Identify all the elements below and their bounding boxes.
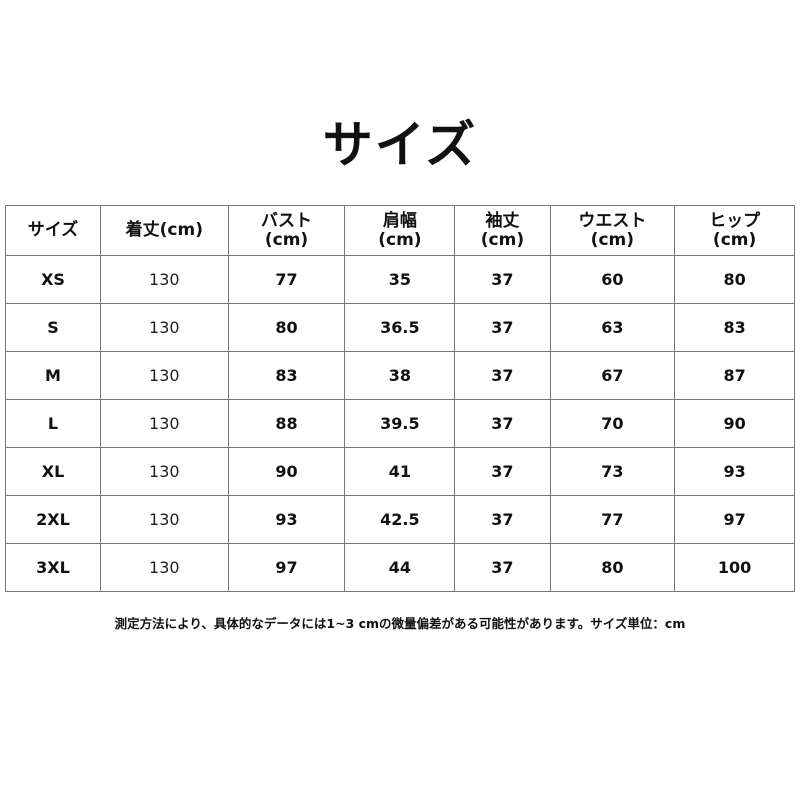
table-cell: 80 xyxy=(227,303,346,352)
table-cell: 77 xyxy=(227,255,346,304)
size-chart-table: サイズ 着丈(cm) バスト (cm) 肩幅 (cm) 袖丈 (cm) ウエスト (cm) ヒップ(… xyxy=(5,205,795,592)
column-header: ヒップ (cm) xyxy=(674,205,795,256)
table-cell: 37 xyxy=(454,255,551,304)
table-cell: 90 xyxy=(227,447,346,496)
column-header: 袖丈 (cm) xyxy=(454,205,551,256)
table-row: M 130 83 38 37 67 87 xyxy=(5,351,795,400)
table-cell: 130 xyxy=(100,255,229,304)
table-cell: 37 xyxy=(454,351,551,400)
table-cell: 37 xyxy=(454,543,551,592)
size-label: XL xyxy=(5,447,101,496)
table-row: S 130 80 36.5 37 63 83 xyxy=(5,303,795,352)
table-header-row: サイズ 着丈(cm) バスト (cm) 肩幅 (cm) 袖丈 (cm) ウエスト (cm) ヒップ(… xyxy=(5,205,795,256)
column-header: 着丈(cm) xyxy=(100,205,229,256)
table-cell: 83 xyxy=(674,303,795,352)
column-header: ウエスト (cm) xyxy=(549,205,676,256)
table-cell: 70 xyxy=(549,399,676,448)
table-cell: 37 xyxy=(454,495,551,544)
column-header: サイズ xyxy=(5,205,101,256)
table-row: 3XL 130 97 44 37 80 100 xyxy=(5,543,795,592)
table-cell: 41 xyxy=(344,447,456,496)
column-header: 肩幅 (cm) xyxy=(344,205,456,256)
size-label: 2XL xyxy=(5,495,101,544)
table-cell: 130 xyxy=(100,447,229,496)
table-cell: 93 xyxy=(227,495,346,544)
page-title: サイズ xyxy=(322,116,478,174)
table-cell: 80 xyxy=(549,543,676,592)
table-cell: 80 xyxy=(674,255,795,304)
table-cell: 63 xyxy=(549,303,676,352)
size-label: M xyxy=(5,351,101,400)
table-row: L 130 88 39.5 37 70 90 xyxy=(5,399,795,448)
table-cell: 93 xyxy=(674,447,795,496)
table-cell: 37 xyxy=(454,399,551,448)
table-cell: 35 xyxy=(344,255,456,304)
size-label: L xyxy=(5,399,101,448)
table-cell: 60 xyxy=(549,255,676,304)
table-cell: 87 xyxy=(674,351,795,400)
table-cell: 130 xyxy=(100,495,229,544)
size-label: XS xyxy=(5,255,101,304)
table-cell: 97 xyxy=(227,543,346,592)
table-cell: 130 xyxy=(100,543,229,592)
table-cell: 130 xyxy=(100,399,229,448)
table-cell: 39.5 xyxy=(344,399,456,448)
table-cell: 42.5 xyxy=(344,495,456,544)
table-cell: 38 xyxy=(344,351,456,400)
table-cell: 88 xyxy=(227,399,346,448)
size-label: 3XL xyxy=(5,543,101,592)
table-cell: 90 xyxy=(674,399,795,448)
table-cell: 36.5 xyxy=(344,303,456,352)
table-cell: 130 xyxy=(100,351,229,400)
measurement-note: 測定方法により、具体的なデータには1~3 cmの微量偏差がある可能性があります。… xyxy=(114,616,686,631)
table-cell: 83 xyxy=(227,351,346,400)
table-cell: 67 xyxy=(549,351,676,400)
table-row: 2XL 130 93 42.5 37 77 97 xyxy=(5,495,795,544)
table-cell: 37 xyxy=(454,447,551,496)
table-cell: 44 xyxy=(344,543,456,592)
table-cell: 37 xyxy=(454,303,551,352)
table-cell: 77 xyxy=(549,495,676,544)
table-cell: 100 xyxy=(674,543,795,592)
table-cell: 130 xyxy=(100,303,229,352)
table-row: XS 130 77 35 37 60 80 xyxy=(5,255,795,304)
table-cell: 97 xyxy=(674,495,795,544)
table-cell: 73 xyxy=(549,447,676,496)
column-header: バスト (cm) xyxy=(227,205,346,256)
table-row: XL 130 90 41 37 73 93 xyxy=(5,447,795,496)
size-label: S xyxy=(5,303,101,352)
